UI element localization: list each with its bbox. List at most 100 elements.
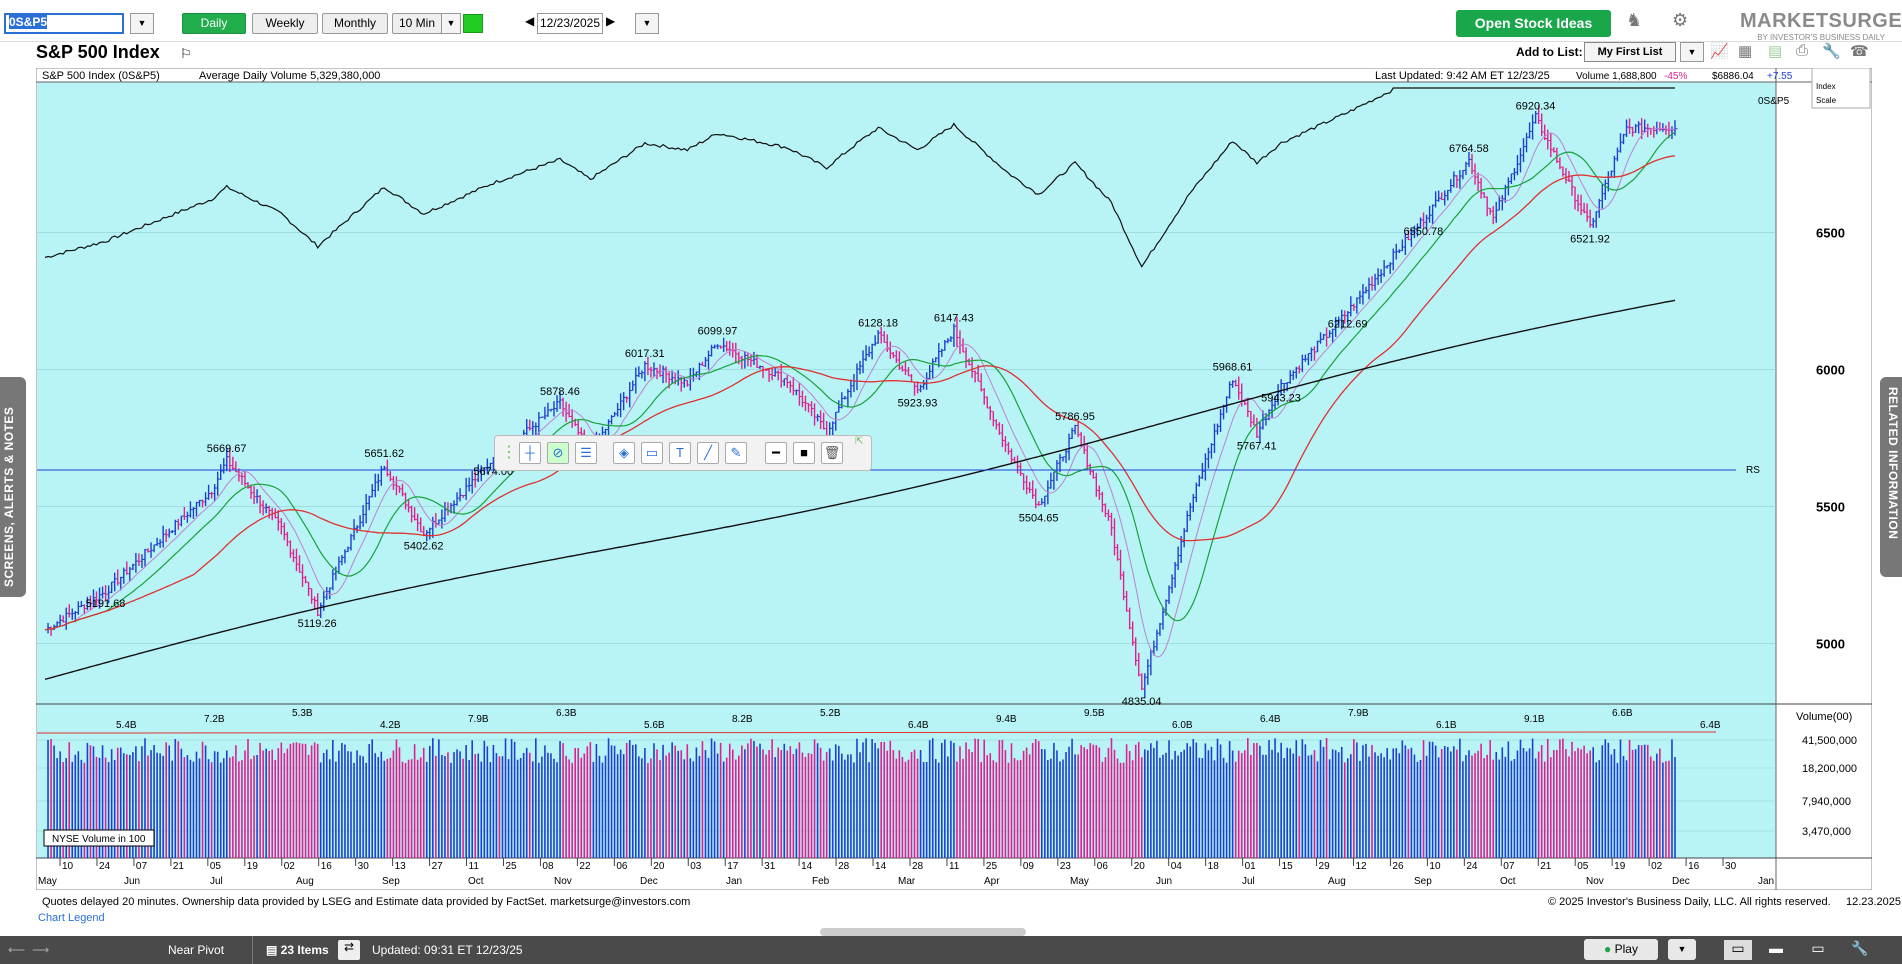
- month-label: Aug: [1328, 876, 1346, 887]
- chart-legend-link[interactable]: Chart Legend: [38, 912, 105, 924]
- volume-tick-label: 3,470,000: [1802, 826, 1851, 838]
- page-title: S&P 500 Index: [36, 42, 160, 62]
- drawing-toolbar: ⋮⋮ ┼ ⊘ ☰ ◈ ▭ T ╱ ✎ ━ ■ 🗑 ⇱: [494, 435, 872, 471]
- date-input[interactable]: 12/23/2025: [537, 13, 603, 34]
- add-to-list-label: Add to List:: [1516, 45, 1583, 59]
- fill-tool-icon[interactable]: ◈: [613, 442, 635, 464]
- date-dropdown[interactable]: ▼: [635, 13, 659, 34]
- play-button[interactable]: ● Play: [1584, 939, 1658, 960]
- price-label: $6886.04: [1712, 71, 1754, 82]
- month-label: Jun: [124, 876, 140, 887]
- index-scale-box: [1811, 67, 1871, 109]
- text-tool-icon[interactable]: T: [669, 442, 691, 464]
- day-label: 28: [912, 861, 924, 872]
- intraday-button[interactable]: 10 Min: [392, 13, 442, 34]
- list-dropdown[interactable]: ▼: [1680, 42, 1704, 62]
- intraday-dropdown[interactable]: ▼: [441, 13, 461, 34]
- month-label: Sep: [382, 876, 400, 887]
- crosshair-tool-icon[interactable]: ┼: [519, 442, 541, 464]
- marketsurge-logo: MARKETSURGE BY INVESTOR'S BUSINESS DAILY: [1740, 10, 1902, 42]
- horizontal-scrollbar[interactable]: [820, 928, 1026, 936]
- refresh-icon[interactable]: ⇄: [338, 940, 360, 960]
- rect-tool-icon[interactable]: ▭: [641, 442, 663, 464]
- day-label: 02: [284, 861, 296, 872]
- chart-icon[interactable]: 📈: [1710, 43, 1729, 60]
- pen-tool-icon[interactable]: ✎: [725, 442, 747, 464]
- price-annotation: 6550.78: [1404, 226, 1444, 238]
- day-label: 08: [542, 861, 554, 872]
- day-label: 06: [1097, 861, 1109, 872]
- gear-icon[interactable]: ⚙: [1672, 10, 1689, 30]
- symbol-dropdown[interactable]: ▼: [130, 13, 154, 34]
- screens-alerts-notes-tab[interactable]: SCREENS, ALERTS & NOTES: [0, 377, 26, 597]
- live-indicator[interactable]: [463, 14, 483, 33]
- price-annotation: 5191.68: [86, 598, 126, 610]
- next-date-icon[interactable]: ▶: [606, 14, 616, 28]
- price-annotation: 5767.41: [1237, 440, 1277, 452]
- layout-split-icon[interactable]: ▬: [1769, 940, 1783, 956]
- ma200-line: [44, 299, 1676, 680]
- related-information-tab[interactable]: RELATED INFORMATION: [1880, 377, 1902, 577]
- price-annotation: 4835.04: [1122, 696, 1162, 708]
- price-volume-chart[interactable]: S&P 500 Index (0S&P5) Average Daily Volum…: [35, 67, 1873, 891]
- layout-single-icon[interactable]: ▭: [1724, 940, 1752, 960]
- price-annotation: 6017.31: [625, 348, 665, 360]
- day-label: 16: [1688, 861, 1700, 872]
- price-annotation: 5119.26: [298, 618, 337, 630]
- price-annotation: 6920.34: [1516, 101, 1556, 113]
- list-name[interactable]: Near Pivot: [168, 943, 225, 957]
- settings-wrench-icon[interactable]: 🔧: [1851, 940, 1869, 956]
- day-label: 30: [358, 861, 370, 872]
- layout-icon[interactable]: ▤: [1768, 43, 1783, 60]
- chart-symbol-label: S&P 500 Index (0S&P5): [42, 70, 160, 82]
- day-label: 20: [653, 861, 665, 872]
- prev-date-icon[interactable]: ◀: [525, 14, 535, 28]
- month-label: May: [38, 876, 57, 887]
- day-label: 03: [690, 861, 702, 872]
- day-label: 21: [173, 861, 185, 872]
- month-label: Aug: [296, 876, 314, 887]
- flag-icon[interactable]: ⚐: [180, 46, 192, 61]
- list-tool-icon[interactable]: ☰: [575, 442, 597, 464]
- bull-icon[interactable]: ♞: [1626, 10, 1643, 30]
- line-weight-icon[interactable]: ━: [765, 442, 787, 464]
- day-label: 17: [727, 861, 739, 872]
- forward-icon[interactable]: ⟶: [32, 943, 50, 957]
- month-label: Apr: [984, 876, 1000, 887]
- tools-icon[interactable]: 🔧: [1822, 43, 1841, 60]
- phone-icon[interactable]: ☎: [1850, 43, 1869, 60]
- open-stock-ideas-button[interactable]: Open Stock Ideas: [1456, 10, 1611, 37]
- collapse-icon[interactable]: ⇱: [855, 436, 864, 447]
- symbol-input[interactable]: 0S&P5: [4, 13, 124, 34]
- volume-annotation: 6.6B: [1612, 708, 1633, 719]
- monthly-button[interactable]: Monthly: [322, 13, 388, 34]
- volume-annotation: 6.0B: [1172, 720, 1193, 731]
- color-swatch-icon[interactable]: ■: [793, 442, 815, 464]
- play-dropdown[interactable]: ▼: [1668, 939, 1696, 960]
- trash-icon[interactable]: 🗑: [821, 442, 843, 464]
- price-annotation: 5923.93: [898, 398, 938, 410]
- print-icon[interactable]: ⎙: [1796, 42, 1809, 59]
- volume-annotation: 6.4B: [908, 720, 929, 731]
- weekly-button[interactable]: Weekly: [252, 13, 318, 34]
- day-label: 24: [99, 861, 111, 872]
- price-annotation: 6099.97: [698, 325, 738, 337]
- day-label: 16: [321, 861, 333, 872]
- items-count[interactable]: ▤ 23 Items: [266, 943, 329, 957]
- back-icon[interactable]: ⟵: [8, 943, 26, 957]
- chart-area[interactable]: S&P 500 Index (0S&P5) Average Daily Volum…: [35, 67, 1873, 891]
- layout-wide-icon[interactable]: ▭: [1811, 940, 1825, 956]
- day-label: 02: [1651, 861, 1663, 872]
- day-label: 07: [1503, 861, 1515, 872]
- day-label: 05: [1577, 861, 1589, 872]
- grid-icon[interactable]: ▦: [1738, 43, 1753, 60]
- line-tool-icon[interactable]: ╱: [697, 442, 719, 464]
- list-select[interactable]: My First List: [1584, 42, 1676, 62]
- month-label: Sep: [1414, 876, 1432, 887]
- day-label: 31: [764, 861, 776, 872]
- day-label: 11: [469, 861, 480, 872]
- hide-tool-icon[interactable]: ⊘: [547, 442, 569, 464]
- day-label: 04: [1171, 861, 1183, 872]
- daily-button[interactable]: Daily: [182, 13, 246, 34]
- volume-annotation: 5.2B: [820, 708, 841, 719]
